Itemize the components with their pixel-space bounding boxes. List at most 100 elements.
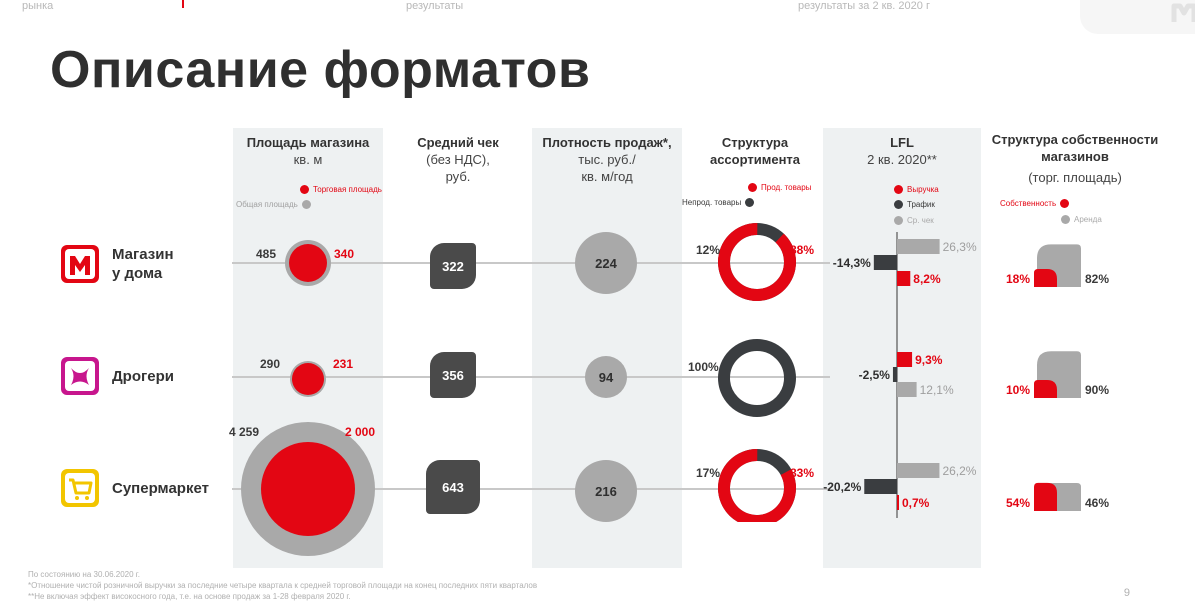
legend-dot-red	[1060, 199, 1070, 208]
store-supermarket: Супермаркет	[60, 468, 222, 508]
page-number: 9	[1123, 587, 1130, 599]
lfl-traffic-bar-supermarket	[864, 479, 897, 494]
selling-area-circle-drogerie	[292, 363, 324, 395]
page-title: Описание форматов	[50, 41, 591, 99]
own-block-home	[1034, 269, 1057, 287]
lfl-header-title: LFL	[890, 135, 914, 150]
legend-revenue: Выручка	[894, 185, 939, 194]
legend-dot-red	[300, 185, 309, 194]
density-header-title: Плотность продаж*,	[542, 135, 672, 150]
legend-total-area: Общая площадь	[236, 200, 311, 209]
density-drogerie: 94	[585, 356, 627, 398]
legend-traffic-label: Трафик	[907, 200, 935, 209]
check-header-title: Средний чек	[417, 135, 499, 150]
cart-logo-icon	[61, 469, 99, 507]
assortment-donuts-svg	[718, 223, 796, 522]
ownership-svg: 18% 82% 10% 90% 54% 46%	[1006, 244, 1109, 511]
cosmetic-logo-icon	[61, 357, 99, 395]
avg-check-drogerie: 356	[430, 352, 476, 398]
nonfood-label-supermarket: 17%	[696, 466, 721, 480]
rent-label-supermarket: 46%	[1085, 496, 1109, 510]
legend-dot-grey	[1061, 215, 1070, 224]
legend-avgcheck-label: Ср. чек	[907, 216, 934, 225]
legend-dot-dark	[745, 198, 755, 207]
lfl-revenue-bar-drogerie	[897, 352, 913, 367]
nav-item-results[interactable]: результаты	[406, 0, 464, 12]
assortment-header-title2: ассортимента	[709, 152, 801, 167]
nonfood-label-home: 12%	[696, 243, 721, 257]
ownership-header-sub: (торг. площадь)	[1028, 170, 1122, 185]
density-supermarket: 216	[575, 460, 637, 522]
footnotes: По состоянию на 30.06.2020 г. *Отношение…	[28, 569, 537, 602]
check-header-sub2: руб.	[445, 169, 471, 184]
lfl-revenue-label-supermarket: 0,7%	[902, 496, 930, 510]
area-header: Площадь магазина кв. м	[233, 134, 383, 168]
lfl-bars-svg: -14,3% 8,2% 26,3% -2,5% 9,3% 12,1% -20,2% 0,7% 2…	[823, 232, 977, 518]
density-header: Плотность продаж*, тыс. руб./ кв. м/год	[527, 134, 687, 185]
nav-item-market[interactable]: рынка	[22, 0, 54, 12]
avg-check-home: 322	[430, 243, 476, 289]
lfl-avgcheck-bar-drogerie	[897, 382, 917, 397]
legend-food-label: Прод. товары	[761, 183, 812, 192]
lfl-traffic-label-supermarket: -20,2%	[823, 480, 861, 494]
row-line-drogerie	[232, 376, 830, 378]
selling-area-circle-home	[289, 244, 327, 282]
store-drogerie: Дрогери	[60, 356, 222, 396]
store-home-name-line2: у дома	[112, 265, 163, 282]
lfl-revenue-label-drogerie: 9,3%	[915, 353, 943, 367]
total-area-label-home: 485	[256, 247, 277, 261]
legend-dot-grey	[301, 200, 311, 209]
corner-logo	[1080, 0, 1195, 34]
top-navigation: рынка результаты результаты за 2 кв. 202…	[0, 0, 1195, 16]
legend-food: Прод. товары	[748, 183, 811, 192]
store-home: Магазин у дома	[60, 244, 222, 284]
footnote-lfl: **Не включая эффект високосного года, т.…	[28, 592, 351, 601]
area-home-svg	[285, 240, 331, 286]
lfl-revenue-label-home: 8,2%	[913, 272, 941, 286]
rent-label-home: 82%	[1085, 272, 1109, 286]
lfl-header-sub: 2 кв. 2020**	[867, 152, 937, 167]
legend-total-area-label: Общая площадь	[236, 200, 298, 209]
magnit-logo-icon	[61, 245, 99, 283]
lfl-avgcheck-label-drogerie: 12,1%	[920, 383, 954, 397]
lfl-traffic-label-home: -14,3%	[833, 256, 871, 270]
selling-area-label-drogerie: 231	[333, 357, 354, 371]
lfl-traffic-bar-drogerie	[892, 367, 897, 382]
area-supermarket-svg	[241, 422, 375, 556]
magnit-corner-icon	[1171, 3, 1195, 22]
own-label-home: 18%	[1006, 272, 1030, 286]
legend-own: Собственность	[1000, 199, 1070, 208]
legend-revenue-label: Выручка	[907, 185, 939, 194]
lfl-avgcheck-label-supermarket: 26,2%	[942, 464, 976, 478]
check-header-sub1: (без НДС),	[426, 152, 490, 167]
legend-nonfood-label: Непрод. товары	[682, 198, 742, 207]
ownership-header-title2: магазинов	[1041, 149, 1109, 164]
lfl-avgcheck-bar-supermarket	[897, 463, 940, 478]
nonfood-ring-drogerie	[718, 339, 796, 417]
density-header-sub2: кв. м/год	[581, 169, 633, 184]
store-drogerie-name: Дрогери	[112, 367, 174, 385]
own-label-supermarket: 54%	[1006, 496, 1030, 510]
density-home: 224	[575, 232, 637, 294]
selling-area-label-home: 340	[334, 247, 355, 261]
legend-traffic: Трафик	[894, 200, 935, 209]
own-block-supermarket	[1034, 482, 1057, 511]
store-supermarket-name: Супермаркет	[112, 479, 209, 497]
lfl-traffic-label-drogerie: -2,5%	[859, 368, 891, 382]
nonfood-label-drogerie: 100%	[688, 360, 719, 374]
lfl-avgcheck-bar-home	[897, 239, 940, 254]
store-home-name-line1: Магазин	[112, 246, 174, 263]
selling-area-label-supermarket: 2 000	[345, 425, 376, 439]
lfl-header: LFL 2 кв. 2020**	[823, 134, 981, 168]
food-label-home: 88%	[790, 243, 815, 257]
nav-active-marker	[182, 0, 184, 8]
nav-item-q2-results[interactable]: результаты за 2 кв. 2020 г	[798, 0, 930, 12]
total-area-label-supermarket: 4 259	[229, 425, 260, 439]
row-line-home	[232, 262, 830, 264]
own-block-drogerie	[1034, 380, 1057, 398]
total-area-label-drogerie: 290	[260, 357, 281, 371]
legend-own-label: Собственность	[1000, 199, 1057, 208]
legend-dot-dark	[894, 200, 903, 209]
check-header: Средний чек (без НДС), руб.	[388, 134, 528, 185]
avg-check-supermarket: 643	[426, 460, 480, 514]
